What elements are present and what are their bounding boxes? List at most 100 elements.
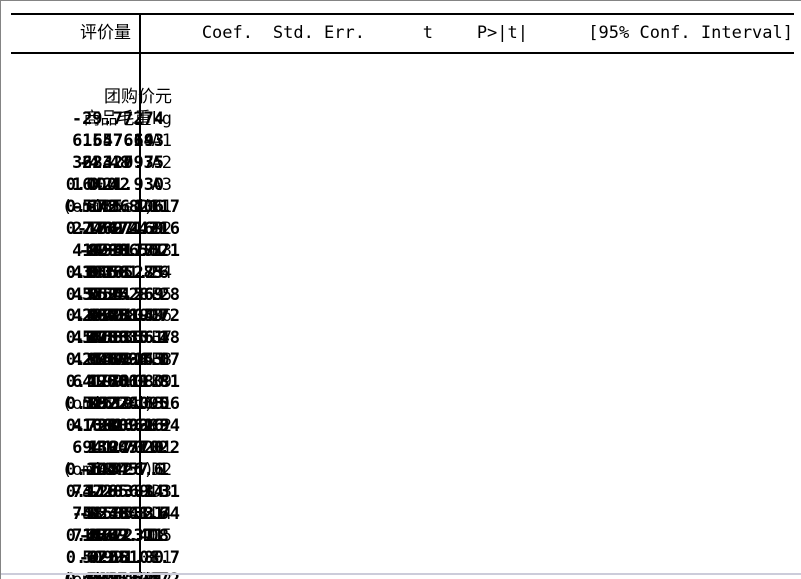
- cell-ci-lower: -9906.571: [87, 240, 180, 261]
- cell-t: 0.24: [89, 284, 130, 305]
- row-label: B3: [151, 240, 172, 261]
- table-row: B7 21443.45 64199.08 0.33 0.738 -104570.…: [1, 306, 801, 480]
- table-row: A1 22327.35 16421.93 1.36 0.174 -9906.57…: [1, 109, 801, 283]
- table-row: B3 38165.85 43255.26 0.88 0.378 -46738.0…: [1, 219, 801, 393]
- cell-ci-lower: -59528.28: [87, 284, 180, 305]
- header-separator-rule: [11, 52, 794, 54]
- cell-std-err: (omitted): [61, 196, 154, 217]
- cell-p-value: 0.809: [65, 306, 117, 327]
- cell-t: 0.13: [89, 328, 130, 349]
- cell-ci-lower: -57319.72: [87, 306, 180, 327]
- cell-coef: 28621.49: [82, 306, 164, 327]
- cell-t: -1.57: [78, 460, 130, 481]
- table-row: B1 24007.69 41433.17 0.58 0.562 -57319.7…: [1, 175, 801, 349]
- cell-t: -4.48: [78, 152, 130, 173]
- cell-t: 1.27: [89, 438, 130, 459]
- row-label: B1: [151, 196, 172, 217]
- cell-ci-lower: -52740.06: [87, 394, 180, 415]
- cell-ci-upper: -16.72431: [76, 218, 169, 239]
- cell-p-value: 0.671: [65, 547, 117, 568]
- cell-coef: 5554.569: [82, 284, 164, 305]
- cell-t: -0.18: [78, 240, 130, 261]
- cell-p-value: 0.000: [65, 174, 117, 195]
- row-label: A2: [151, 152, 172, 173]
- row-label: E1: [151, 547, 172, 568]
- cell-coef: 11722.11: [82, 526, 164, 547]
- cell-ci-lower: -42.82117: [87, 196, 180, 217]
- cell-t: 0.58: [89, 262, 130, 283]
- cell-t: 0.42: [89, 174, 130, 195]
- cell-std-err: 3684.097: [72, 152, 154, 173]
- cell-t: -0.42: [78, 526, 130, 547]
- cell-p-value: 0.673: [65, 196, 117, 217]
- column-header-p-value: P>|t|: [476, 23, 528, 43]
- row-label: D3: [151, 482, 172, 503]
- cell-ci-upper: 133808.6: [87, 504, 169, 525]
- cell-p-value: 0.192: [65, 394, 117, 415]
- cell-std-err: 41038.27: [72, 262, 154, 283]
- cell-coef: 0: [153, 174, 164, 195]
- row-label: B8: [151, 350, 172, 371]
- cell-p-value: 0.562: [65, 284, 117, 305]
- row-label: B6: [151, 306, 172, 327]
- cell-p-value: 0.378: [65, 328, 117, 349]
- cell-std-err: 41433.17: [72, 240, 154, 261]
- cell-std-err: 42559.15: [72, 350, 154, 371]
- table-row: B8 0 (omitted): [1, 328, 801, 414]
- column-header-label: 评价量: [80, 23, 131, 43]
- cell-ci-upper: 88720.95: [87, 394, 169, 415]
- cell-std-err: 41362.62: [72, 416, 154, 437]
- cell-p-value: 0.738: [65, 416, 117, 437]
- row-label: C1: [151, 394, 172, 415]
- table-row: 商品毛重kg 1557.143 3684.097 0.42 0.673 -567…: [1, 87, 801, 261]
- cell-coef: 1557.143: [82, 130, 164, 151]
- table-row: 团购价元 -29.77274 6.647669 -4.48 0.000 -42.…: [1, 65, 801, 239]
- cell-std-err: 16421.93: [72, 174, 154, 195]
- cell-t: -0.78: [78, 504, 130, 525]
- cell-ci-upper: 8788.502: [87, 240, 169, 261]
- column-header-conf-interval: [95% Conf. Interval]: [588, 23, 793, 43]
- cell-std-err: 43255.26: [72, 284, 154, 305]
- cell-std-err: 41450.56: [72, 328, 154, 349]
- cell-std-err: (omitted): [61, 394, 154, 415]
- cell-coef: 52619.63: [82, 394, 164, 415]
- cell-std-err: 74728.83: [72, 482, 154, 503]
- table-row: C2 0 (omitted): [1, 394, 801, 480]
- cell-coef: 0: [153, 547, 164, 568]
- cell-p-value: 0.435: [65, 526, 117, 547]
- cell-p-value: 0.896: [65, 350, 117, 371]
- table-row: B4 5554.569 42370.05 0.13 0.896 -77611.8…: [1, 241, 801, 415]
- cell-p-value: 0.174: [65, 218, 117, 239]
- row-label: D1: [151, 438, 172, 459]
- cell-ci-upper: 109983: [42, 416, 169, 438]
- row-label: C2: [151, 416, 172, 437]
- row-label: B2: [151, 218, 172, 239]
- cell-coef: 9941.81: [92, 240, 164, 261]
- cell-ci-lower: -77611.81: [87, 372, 180, 393]
- cell-std-err: 71467.37: [72, 526, 154, 547]
- row-label: B7: [151, 328, 172, 349]
- cell-ci-upper: 105335.1: [87, 328, 169, 349]
- cell-coef: 0: [153, 438, 164, 459]
- row-label: B5: [151, 284, 172, 305]
- row-label: A3: [151, 174, 172, 195]
- row-label: D5: [151, 526, 172, 547]
- cell-std-err: 75858.32: [72, 504, 154, 525]
- cell-std-err: (omitted): [61, 460, 154, 481]
- row-label: D4: [151, 504, 172, 525]
- table-row: D2 -32203.14 75858.32 -0.42 0.671 -18110…: [1, 438, 801, 579]
- cell-p-value: 0.116: [65, 482, 117, 503]
- cell-std-err: 64199.08: [72, 372, 154, 393]
- column-header-coef: Coef.: [201, 23, 253, 43]
- table-row: B6 55533.61 42559.15 1.30 0.192 -28003.9…: [1, 285, 801, 458]
- row-label: 团购价元: [103, 86, 172, 107]
- cell-p-value: 0.856: [65, 262, 117, 283]
- cell-std-err: 6.647669: [72, 130, 154, 151]
- cell-ci-upper: 139071.2: [87, 438, 169, 459]
- cell-coef: 0: [153, 372, 164, 393]
- table-top-rule: [11, 13, 794, 15]
- table-row: B9 52619.63 41362.62 1.27 0.204 -28569.3…: [1, 350, 801, 524]
- table-body: 团购价元 -29.77274 6.647669 -4.48 0.000 -42.…: [1, 54, 801, 579]
- cell-p-value: 0.490: [65, 372, 117, 393]
- cell-ci-lower: -46738.07: [87, 350, 180, 371]
